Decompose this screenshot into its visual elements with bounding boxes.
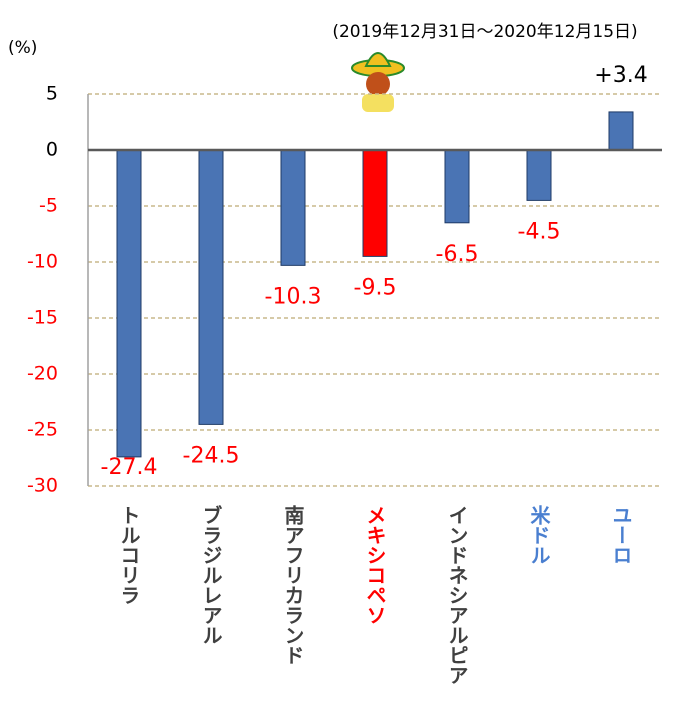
value-label: -6.5	[436, 242, 479, 267]
x-tick-label: 米ドル	[527, 505, 551, 565]
y-tick-label: -5	[39, 195, 58, 217]
value-label: -9.5	[354, 275, 397, 300]
bar	[116, 149, 142, 458]
value-label: +3.4	[594, 63, 647, 88]
bar	[444, 149, 470, 224]
value-label: -27.4	[101, 455, 158, 480]
mascot	[351, 52, 405, 112]
x-tick-label: メキシコペソ	[363, 505, 387, 625]
y-tick-label: 5	[46, 83, 58, 105]
bar	[526, 149, 552, 201]
y-tick-label: -30	[27, 475, 58, 497]
bar	[608, 111, 634, 151]
y-tick-label: -25	[27, 419, 58, 441]
value-label: -10.3	[265, 284, 322, 309]
y-tick-label: -15	[27, 307, 58, 329]
x-tick-label: 南アフリカランド	[281, 505, 305, 665]
x-tick-label: インドネシアルピア	[445, 505, 469, 685]
y-tick-label: -10	[27, 251, 58, 273]
y-tick-label: 0	[46, 139, 58, 161]
bar	[280, 149, 306, 266]
x-tick-label: ブラジルレアル	[199, 504, 223, 645]
bar	[198, 149, 224, 425]
x-tick-label: ユーロ	[609, 505, 633, 565]
value-label: -4.5	[518, 219, 561, 244]
value-label: -24.5	[183, 443, 240, 468]
chart-title: (2019年12月31日～2020年12月15日)	[332, 22, 637, 42]
x-tick-label: トルコリラ	[117, 505, 141, 605]
y-tick-label: -20	[27, 363, 58, 385]
y-axis-unit: (%)	[8, 38, 37, 58]
bar	[362, 149, 388, 257]
